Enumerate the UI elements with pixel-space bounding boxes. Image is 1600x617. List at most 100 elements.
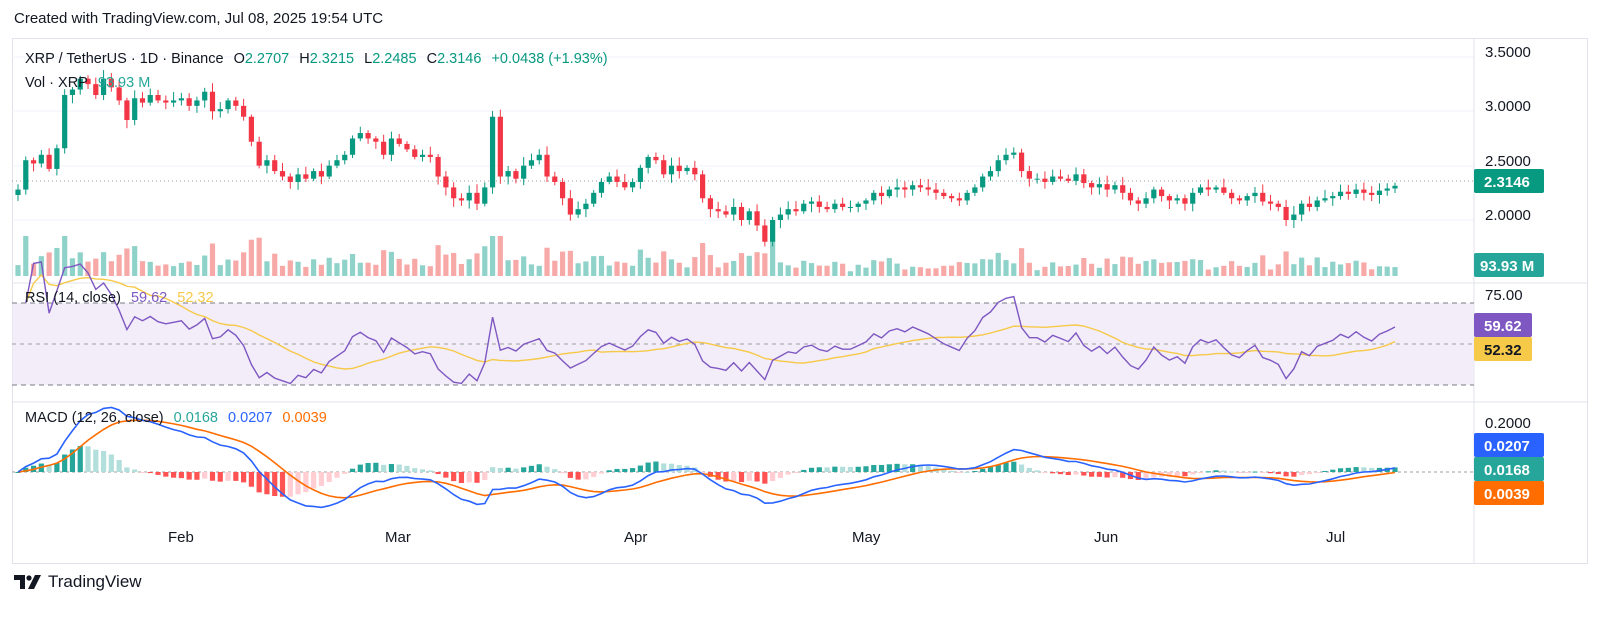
macd-hist-bar xyxy=(972,471,978,473)
macd-hist-bar xyxy=(824,467,830,472)
macd-legend[interactable]: MACD (12, 26, close) 0.0168 0.0207 0.003… xyxy=(25,410,333,426)
macd-hist-bar xyxy=(334,472,340,478)
symbol-title[interactable]: XRP / TetherUS · 1D · Binance xyxy=(25,51,224,67)
volume-bar xyxy=(466,259,472,276)
macd-hist-bar xyxy=(318,472,325,486)
macd-hist-bar xyxy=(132,469,138,472)
candle-body xyxy=(637,167,643,182)
volume-bar xyxy=(381,250,387,276)
macd-hist-bar xyxy=(925,466,931,472)
candle-body xyxy=(342,154,348,161)
macd-hist-bar xyxy=(629,468,636,472)
chart-frame xyxy=(12,38,1588,564)
macd-hist-bar xyxy=(443,472,449,478)
volume-bar xyxy=(233,260,239,276)
macd-hist-bar xyxy=(886,464,892,472)
macd-hist-bar xyxy=(513,468,519,472)
candle-body xyxy=(995,160,1001,172)
macd-hist-bar xyxy=(303,472,309,493)
macd-hist-bar xyxy=(1112,472,1118,478)
volume-bar xyxy=(1376,266,1383,276)
candle-body xyxy=(700,174,706,199)
candle-body xyxy=(1252,192,1258,197)
hist-badge xyxy=(1474,457,1544,481)
macd-hist-bar xyxy=(1275,472,1281,475)
candle-body xyxy=(505,171,511,177)
volume-bar xyxy=(1213,267,1219,276)
macd-hist-bar xyxy=(419,469,426,472)
macd-hist-bar xyxy=(1073,472,1079,475)
rsi-legend[interactable]: RSI (14, close) 59.62 52.32 xyxy=(25,290,220,306)
volume-bar xyxy=(427,266,433,276)
volume-bar xyxy=(598,255,605,276)
macd-hist-bar xyxy=(1306,472,1313,475)
candle-body xyxy=(1361,189,1367,193)
volume-bar xyxy=(1018,248,1025,276)
macd-hist-bar xyxy=(1026,467,1032,472)
time-label: Feb xyxy=(168,529,194,546)
candle-body xyxy=(723,211,729,215)
main-legend[interactable]: XRP / TetherUS · 1D · Binance O2.2707 H2… xyxy=(25,51,614,67)
macd-hist-bar xyxy=(482,472,488,480)
volume-bar xyxy=(832,261,838,276)
macd-hist-bar xyxy=(1182,472,1188,477)
macd-hist-bar xyxy=(1166,472,1172,477)
candle-body xyxy=(311,171,317,179)
rsi-label: RSI (14, close) xyxy=(25,290,121,306)
time-label: Apr xyxy=(624,529,647,546)
candle-body xyxy=(435,156,441,177)
volume-value: 93.93 M xyxy=(97,75,151,91)
candle-body xyxy=(614,176,620,182)
volume-bar xyxy=(964,262,970,276)
candle-body xyxy=(100,78,107,95)
candle-body xyxy=(855,203,861,207)
macd-label: MACD (12, 26, close) xyxy=(25,410,164,426)
candle-body xyxy=(163,100,169,103)
candle-body xyxy=(1314,200,1320,207)
candle-body xyxy=(544,154,550,177)
volume-bar xyxy=(1283,251,1289,276)
volume-bar xyxy=(933,268,939,276)
volume-bar xyxy=(894,263,900,276)
volume-bar xyxy=(1112,264,1118,276)
macd-hist-bar xyxy=(956,472,962,473)
candle-body xyxy=(85,78,91,85)
volume-legend[interactable]: Vol · XRP 93.93 M xyxy=(25,75,156,91)
macd-hist-bar xyxy=(124,467,130,472)
candle-body xyxy=(793,209,799,212)
time-label: May xyxy=(852,529,881,546)
volume-bar xyxy=(1252,262,1258,276)
volume-bar xyxy=(497,236,503,276)
macd-hist-bar xyxy=(700,472,706,473)
time-axis: Feb Mar Apr May Jun Jul xyxy=(168,529,1345,546)
macd-hist-bar xyxy=(311,472,317,489)
candle-body xyxy=(676,165,682,172)
rsi-ma-value: 52.32 xyxy=(177,290,214,306)
candle-body xyxy=(1026,171,1032,179)
macd-hist-bar xyxy=(46,464,52,472)
macd-hist-bar xyxy=(466,472,472,483)
macd-hist-bar xyxy=(1291,472,1297,477)
volume-bar xyxy=(956,262,962,276)
macd-hist-bar xyxy=(155,472,161,475)
macd-hist-bar xyxy=(225,472,231,481)
volume-bar xyxy=(715,267,721,276)
macd-hist-bar xyxy=(248,472,254,487)
volume-bar xyxy=(217,265,223,276)
volume-bar xyxy=(723,262,729,276)
volume-bar xyxy=(1042,266,1048,276)
macd-hist-bar xyxy=(381,464,387,472)
volume-bar xyxy=(863,267,869,276)
macd-hist-bar xyxy=(497,467,503,472)
volume-bar xyxy=(30,263,37,276)
volume-bar xyxy=(1120,256,1126,276)
volume-bar xyxy=(575,263,581,276)
volume-bar xyxy=(1151,259,1157,276)
candle-body xyxy=(559,181,566,199)
volume-bar xyxy=(902,269,908,276)
tradingview-footer[interactable]: TradingView xyxy=(14,572,142,592)
volume-bar xyxy=(202,255,208,276)
candle-body xyxy=(645,156,651,168)
candle-body xyxy=(731,206,737,215)
